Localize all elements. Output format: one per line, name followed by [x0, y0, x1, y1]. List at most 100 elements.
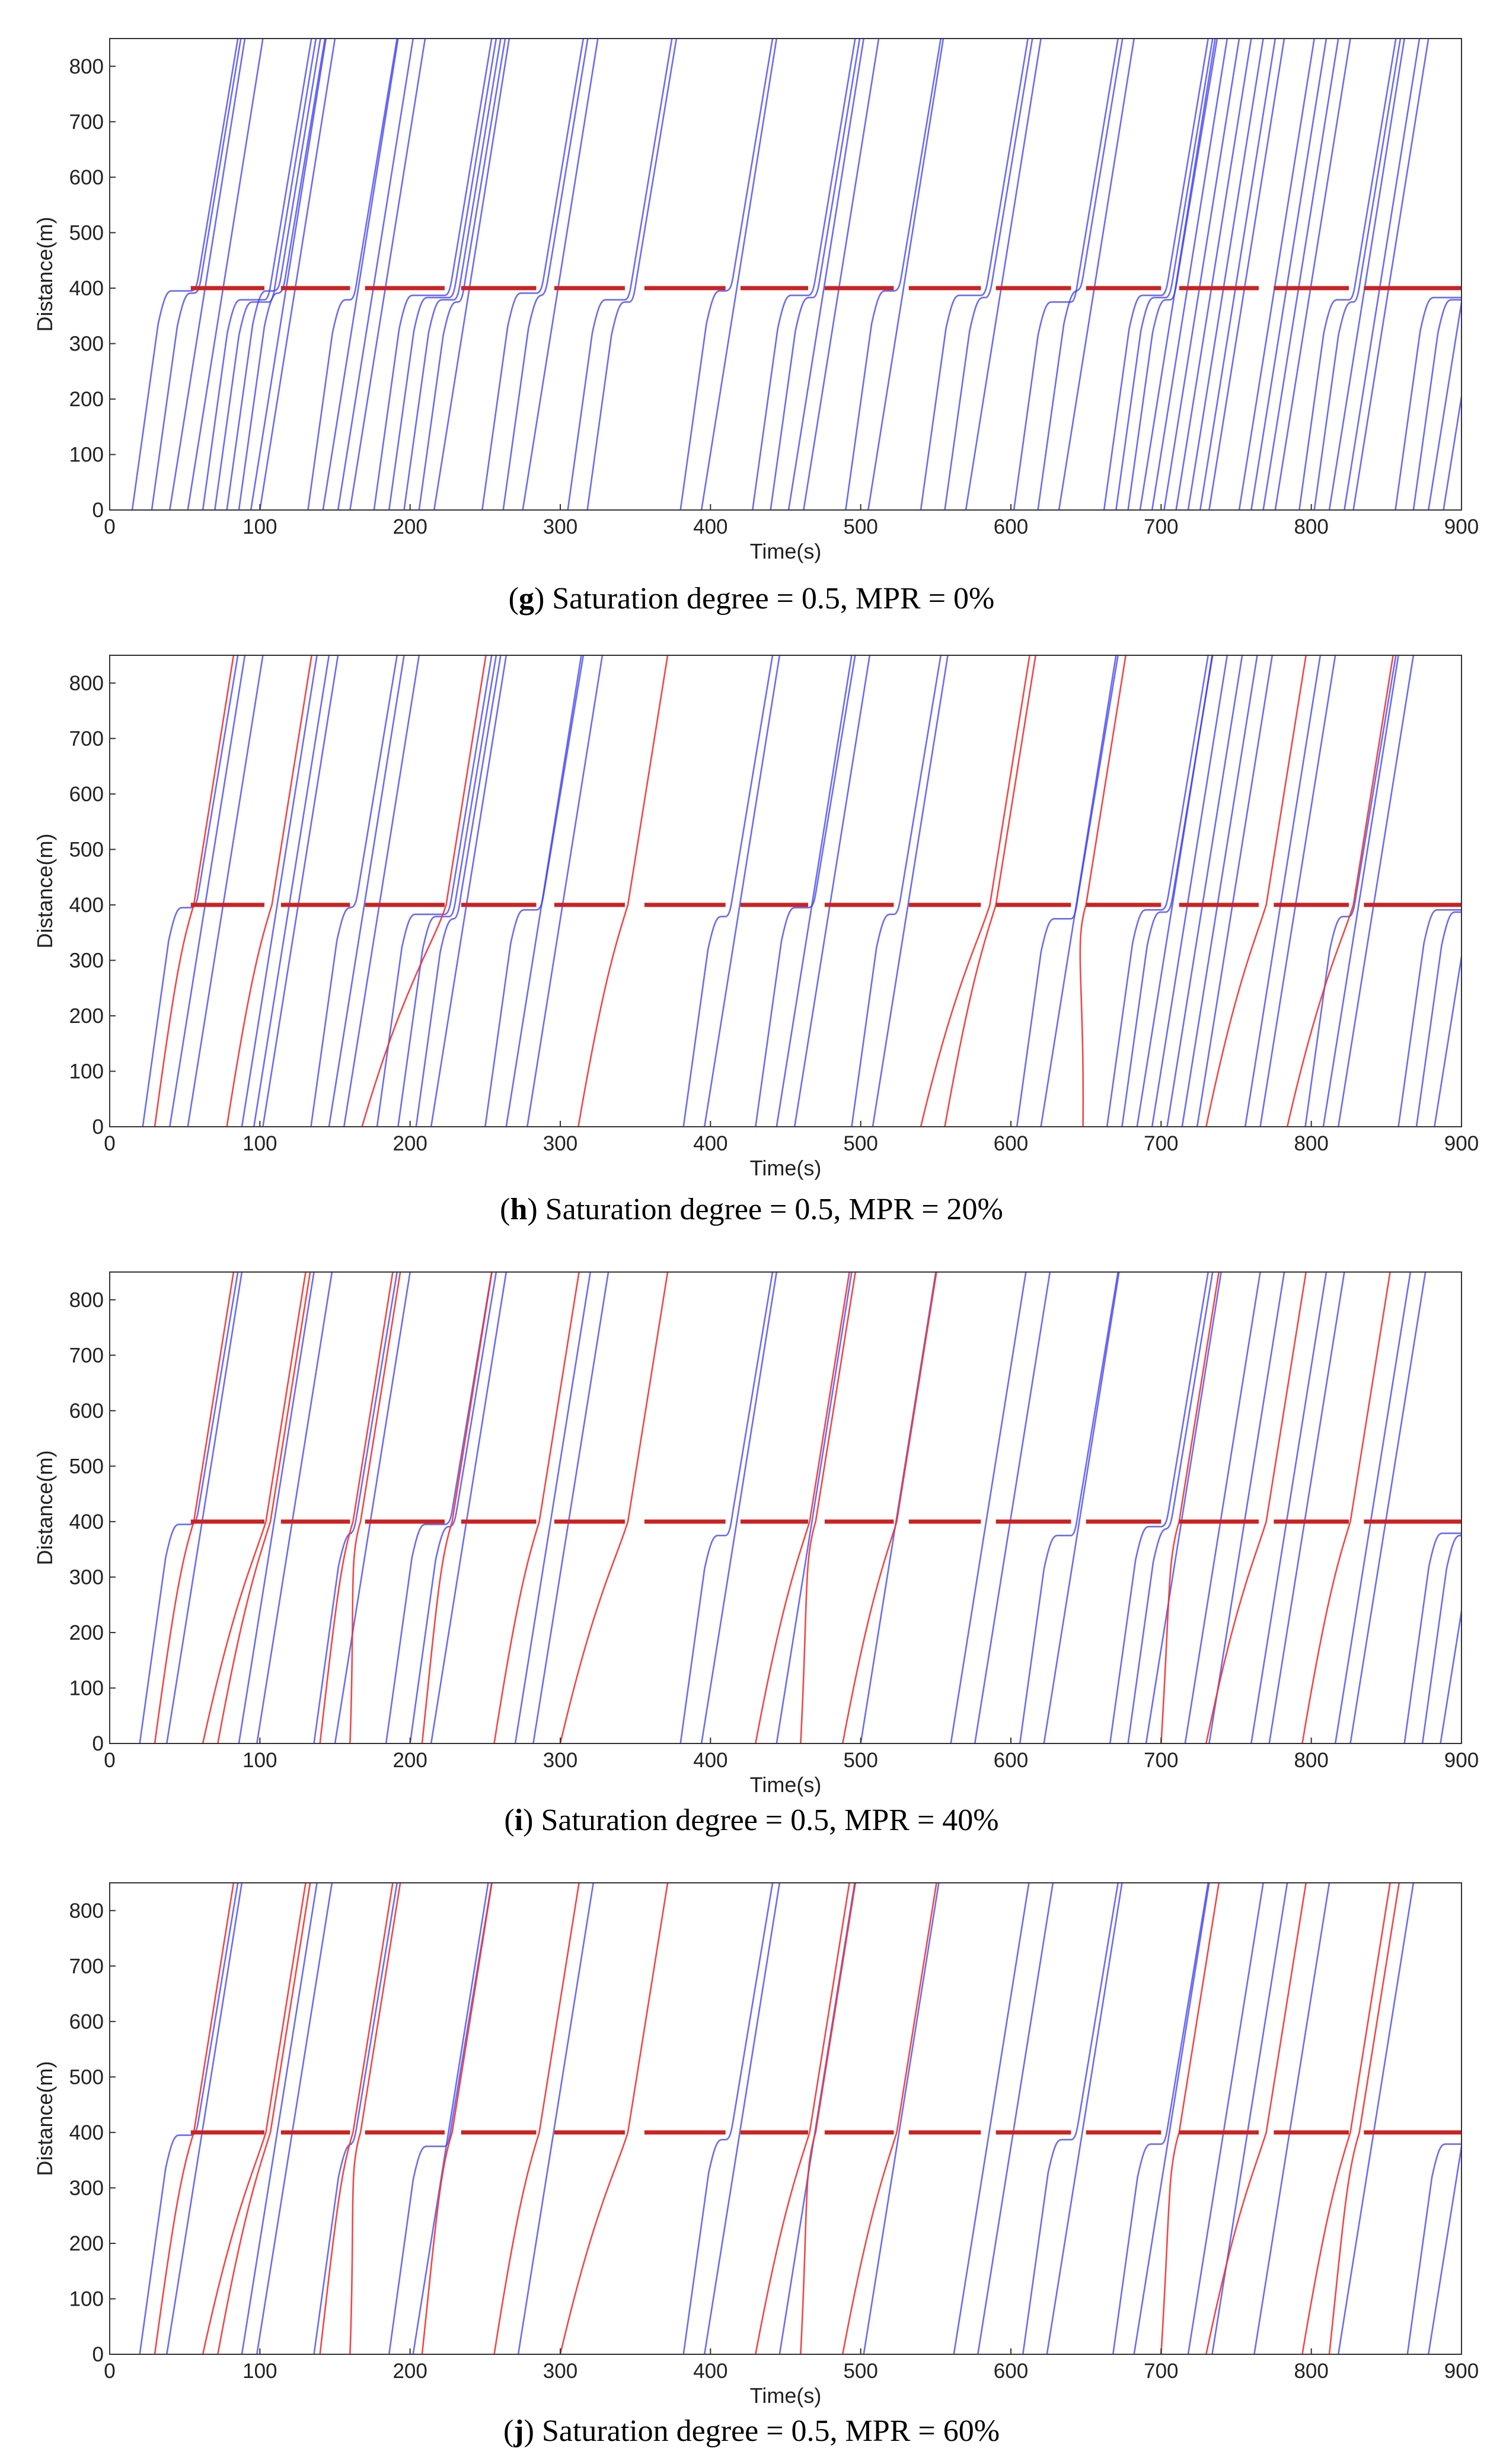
hv-trajectory	[169, 655, 246, 1127]
hv-trajectory	[532, 1272, 610, 1743]
hv-trajectory	[262, 655, 339, 1127]
x-tick-label: 300	[543, 1132, 577, 1155]
x-tick-label: 400	[693, 515, 727, 538]
hv-trajectory	[1208, 1272, 1285, 1743]
hv-trajectory	[1046, 1883, 1123, 2354]
y-tick-label: 800	[69, 1899, 104, 1923]
y-tick-label: 400	[69, 1510, 104, 1534]
hv-trajectory	[409, 1272, 497, 1743]
cav-trajectory	[1205, 1272, 1307, 1743]
plot-area	[110, 39, 1461, 510]
hv-trajectory	[1334, 1272, 1412, 1743]
hv-trajectory	[187, 655, 264, 1127]
cav-trajectory	[421, 1883, 493, 2354]
hv-trajectory	[1196, 655, 1274, 1127]
cav-trajectory	[755, 1883, 850, 2354]
hv-trajectory	[1145, 1272, 1222, 1743]
plot-area	[110, 1883, 1461, 2354]
hv-trajectory	[226, 39, 321, 510]
hv-trajectory	[522, 39, 599, 510]
hv-trajectory	[1151, 655, 1228, 1127]
hv-trajectory	[1163, 39, 1240, 510]
hv-trajectory	[1121, 655, 1214, 1127]
caption-text: Saturation degree = 0.5, MPR = 0%	[544, 582, 995, 616]
trajectory-group	[139, 1272, 1461, 1743]
y-tick-label: 300	[69, 332, 104, 355]
hv-trajectory	[514, 1272, 591, 1743]
hv-trajectory	[1103, 39, 1210, 510]
hv-trajectory	[1262, 39, 1339, 510]
plot-frame	[109, 655, 1462, 1127]
trajectory-group	[131, 39, 1461, 510]
plot-area	[110, 655, 1461, 1127]
caption-h: (h) Saturation degree = 0.5, MPR = 20%	[500, 1193, 1003, 1226]
plot-frame	[109, 1882, 1462, 2355]
hv-trajectory	[1022, 1883, 1119, 2354]
hv-trajectory	[1187, 39, 1264, 510]
hv-trajectory	[1253, 1883, 1330, 2354]
cav-trajectory	[1286, 655, 1394, 1127]
x-tick-label: 900	[1444, 1749, 1479, 1772]
hv-trajectory	[682, 655, 774, 1127]
caption-text: Saturation degree = 0.5, MPR = 20%	[537, 1193, 1003, 1226]
y-tick-label: 200	[69, 1621, 104, 1644]
caption-letter: j	[513, 2414, 524, 2448]
hv-trajectory	[376, 655, 493, 1127]
hv-trajectory	[700, 39, 778, 510]
hv-trajectory	[845, 39, 942, 510]
hv-trajectory	[418, 39, 506, 510]
hv-trajectory	[700, 1272, 778, 1743]
x-tick-label: 300	[543, 1749, 577, 1772]
cav-trajectory	[1301, 1883, 1391, 2354]
x-tick-label: 800	[1294, 1749, 1328, 1772]
x-tick-label: 200	[392, 515, 427, 538]
cav-trajectory	[1205, 1883, 1307, 2354]
plot-frame	[109, 1271, 1462, 1744]
cav-trajectory	[1160, 1883, 1220, 2354]
x-tick-label: 400	[693, 1132, 727, 1155]
caption-i: (i) Saturation degree = 0.5, MPR = 40%	[504, 1803, 999, 1837]
hv-trajectory	[776, 655, 853, 1127]
hv-trajectory	[950, 1272, 1027, 1743]
hv-trajectory	[1415, 911, 1461, 1127]
hv-trajectory	[517, 1883, 595, 2354]
y-tick-label: 400	[69, 2121, 104, 2144]
hv-trajectory	[526, 655, 604, 1127]
hv-trajectory	[307, 39, 398, 510]
hv-trajectory	[851, 655, 942, 1127]
hv-trajectory	[1427, 297, 1461, 510]
y-tick-label: 500	[69, 2065, 104, 2089]
hv-trajectory	[256, 1883, 333, 2354]
hv-trajectory	[863, 1883, 940, 2354]
hv-trajectory	[567, 39, 673, 510]
y-tick-label: 700	[69, 1955, 104, 1978]
y-tick-label: 0	[92, 1732, 104, 1755]
x-tick-label: 900	[1444, 515, 1479, 538]
hv-trajectory	[1337, 655, 1415, 1127]
hv-trajectory	[682, 1883, 774, 2354]
hv-trajectory	[1112, 1883, 1210, 2354]
hv-trajectory	[253, 655, 330, 1127]
hv-trajectory	[1013, 39, 1119, 510]
x-tick-label: 800	[1294, 2360, 1328, 2383]
hv-trajectory	[751, 39, 856, 510]
hv-trajectory	[412, 1883, 489, 2354]
cav-trajectory	[361, 655, 487, 1127]
x-tick-label: 0	[104, 2360, 115, 2383]
cav-trajectory	[349, 1272, 401, 1743]
hv-trajectory	[1040, 655, 1117, 1127]
hv-trajectory	[373, 39, 493, 510]
hv-trajectory	[872, 655, 949, 1127]
hv-trajectory	[1322, 655, 1399, 1127]
y-tick-label: 0	[92, 499, 104, 522]
hv-trajectory	[1211, 1883, 1288, 2354]
y-axis-label: Distance(m)	[33, 216, 57, 331]
hv-trajectory	[165, 1883, 243, 2354]
hv-trajectory	[310, 655, 398, 1127]
hv-trajectory	[1127, 1272, 1214, 1743]
x-tick-label: 900	[1444, 1132, 1479, 1155]
hv-trajectory	[151, 39, 242, 510]
hv-trajectory	[349, 39, 426, 510]
hv-trajectory	[1199, 39, 1277, 510]
caption-j: (j) Saturation degree = 0.5, MPR = 60%	[503, 2414, 1000, 2448]
